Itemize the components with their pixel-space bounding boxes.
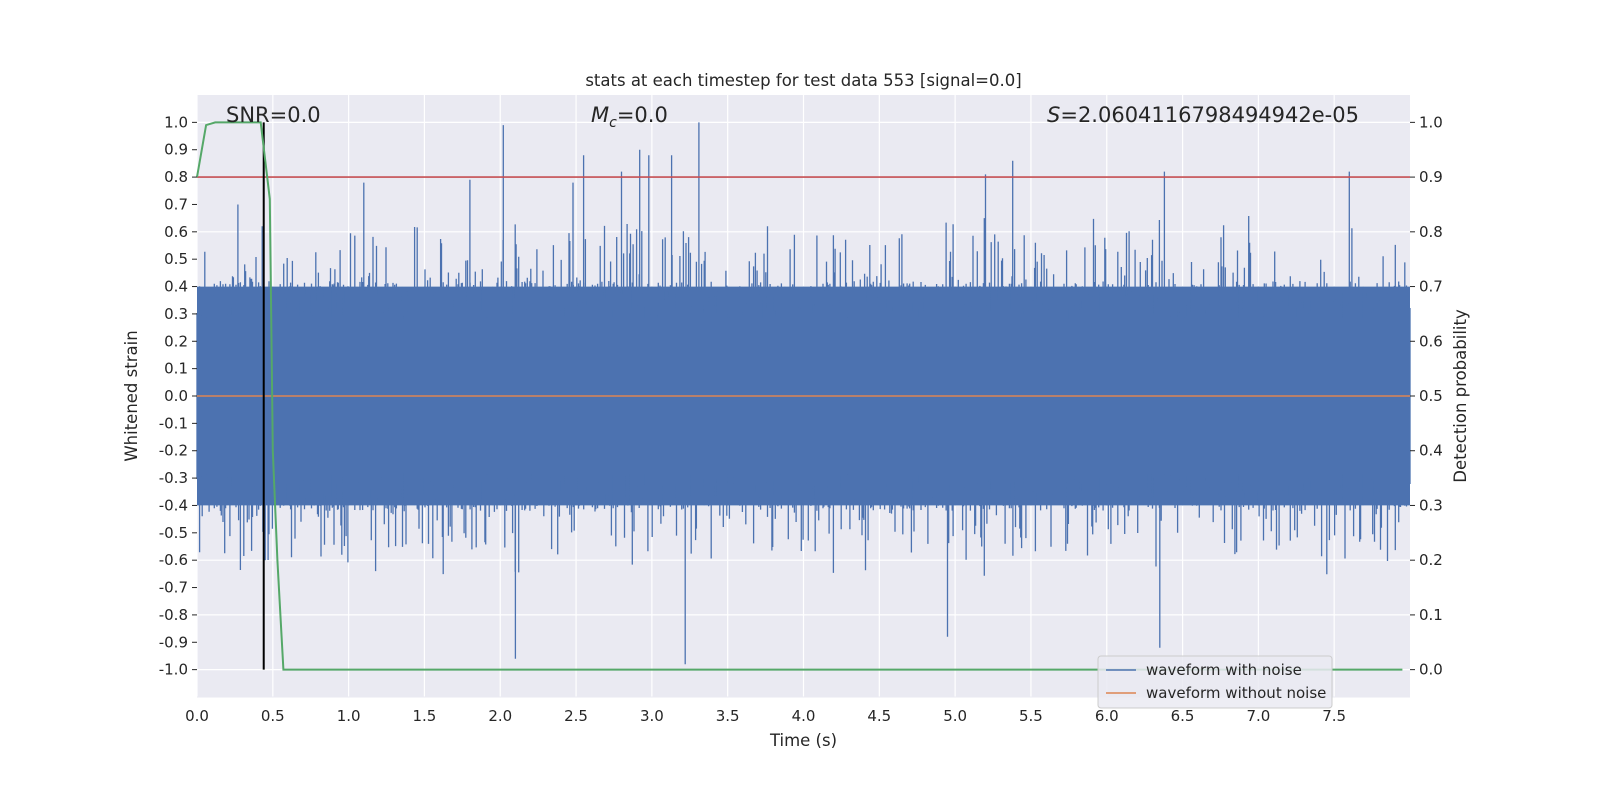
- y2-tick-label: 1.0: [1419, 113, 1443, 131]
- y-tick-label: 0.1: [164, 360, 188, 378]
- legend-label-with-noise: waveform with noise: [1146, 661, 1302, 679]
- y2-tick-label: 0.4: [1419, 442, 1443, 460]
- x-tick-label: 5.5: [1019, 707, 1043, 725]
- y2-tick-label: 0.7: [1419, 278, 1443, 296]
- y2-tick-label: 0.3: [1419, 496, 1443, 514]
- x-tick-label: 0.0: [185, 707, 209, 725]
- x-tick-label: 3.5: [716, 707, 740, 725]
- x-tick-label: 6.0: [1095, 707, 1119, 725]
- x-tick-label: 4.0: [792, 707, 816, 725]
- y-tick-label: -0.4: [159, 496, 188, 514]
- y2-tick-label: 0.9: [1419, 168, 1443, 186]
- y-tick-label: 1.0: [164, 113, 188, 131]
- s-symbol: S: [1047, 103, 1060, 127]
- mc-annotation: Mc=0.0: [591, 103, 668, 131]
- detection-probability-line: [196, 121, 1403, 671]
- y-tick-label: -0.7: [159, 579, 188, 597]
- y-tick-label: 0.0: [164, 387, 188, 405]
- snr-annotation: SNR=0.0: [226, 103, 321, 127]
- y2-tick-label: 0.5: [1419, 387, 1443, 405]
- x-axis-label: Time (s): [769, 731, 837, 750]
- x-tick-label: 6.5: [1171, 707, 1195, 725]
- legend-label-without-noise: waveform without noise: [1146, 684, 1326, 702]
- s-annotation: S=2.0604116798494942e-05: [1047, 103, 1359, 127]
- y-tick-label: 0.8: [164, 168, 188, 186]
- y2-tick-label: 0.2: [1419, 551, 1443, 569]
- y2-tick-label: 0.8: [1419, 223, 1443, 241]
- y2-axis-label: Detection probability: [1451, 309, 1470, 483]
- overlay-series: [196, 121, 1410, 671]
- y-tick-label: -0.8: [159, 606, 188, 624]
- y-tick-label: 0.3: [164, 305, 188, 323]
- x-tick-label: 3.0: [640, 707, 664, 725]
- y2-tick-label: 0.1: [1419, 606, 1443, 624]
- axes: 0.0 0.5 1.0 1.5 2.0 2.5 3.0 3.5 4.0 4.5 5.0 5.5 6.0 6…: [159, 113, 1443, 725]
- y-tick-label: -1.0: [159, 661, 188, 679]
- legend-box: [1097, 655, 1333, 709]
- y-axis-label: Whitened strain: [122, 330, 141, 461]
- mc-subscript: c: [609, 115, 617, 131]
- legend: waveform with noise waveform without noi…: [1097, 655, 1333, 709]
- y-tick-label: -0.9: [159, 633, 188, 651]
- mc-symbol: M: [591, 103, 609, 127]
- x-tick-label: 1.5: [413, 707, 437, 725]
- y-tick-label: -0.5: [159, 524, 188, 542]
- x-tick-label: 5.0: [943, 707, 967, 725]
- y-tick-label: 0.2: [164, 332, 188, 350]
- x-tick-label: 7.0: [1246, 707, 1270, 725]
- y-tick-label: 0.4: [164, 278, 188, 296]
- y2-tick-label: 0.0: [1419, 661, 1443, 679]
- mc-value: =0.0: [617, 103, 668, 127]
- x-tick-label: 2.5: [564, 707, 588, 725]
- y-tick-label: 0.5: [164, 250, 188, 268]
- x-tick-label: 7.5: [1322, 707, 1346, 725]
- y-tick-label: -0.3: [159, 469, 188, 487]
- y-tick-label: -0.2: [159, 442, 188, 460]
- y-tick-label: 0.7: [164, 195, 188, 213]
- y-tick-label: -0.6: [159, 551, 188, 569]
- y-tick-label: -0.1: [159, 414, 188, 432]
- x-tick-label: 2.0: [488, 707, 512, 725]
- chart-title: stats at each timestep for test data 553…: [585, 71, 1021, 90]
- y-tick-label: 0.6: [164, 223, 188, 241]
- x-tick-label: 4.5: [867, 707, 891, 725]
- s-value: =2.0604116798494942e-05: [1060, 103, 1359, 127]
- x-tick-label: 1.0: [337, 707, 361, 725]
- y-tick-label: 0.9: [164, 141, 188, 159]
- y2-tick-label: 0.6: [1419, 332, 1443, 350]
- x-tick-label: 0.5: [261, 707, 285, 725]
